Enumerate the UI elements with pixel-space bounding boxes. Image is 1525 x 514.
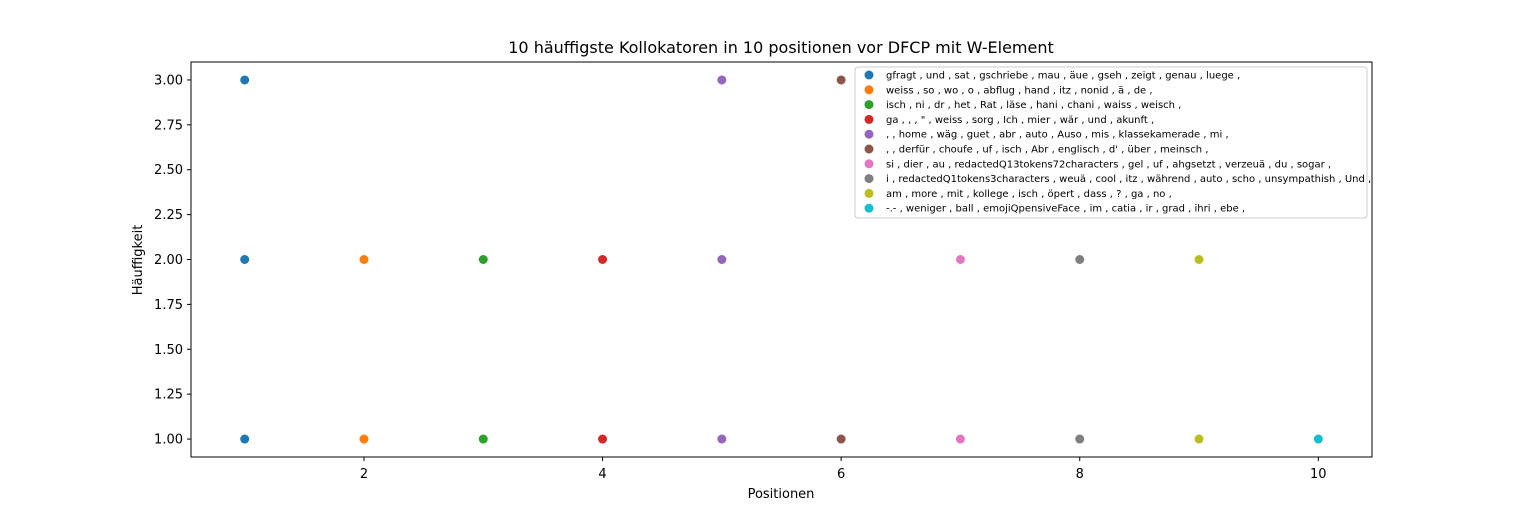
plot-area <box>240 75 1323 444</box>
x-tick-label: 6 <box>837 467 845 482</box>
data-point-series-2 <box>359 434 369 444</box>
legend-marker <box>864 144 874 154</box>
y-tick-label: 2.00 <box>154 253 183 268</box>
legend-label: -.- , weniger , ball , emojiQpensiveFace… <box>886 204 1245 215</box>
y-tick-label: 1.25 <box>154 388 183 403</box>
y-axis: 1.00 1.25 1.50 1.75 2.00 2.25 2.50 2.75 3.00 <box>154 73 191 448</box>
y-tick-label: 1.00 <box>154 433 183 448</box>
y-tick-label: 3.00 <box>154 73 183 88</box>
data-point-series-9 <box>1194 434 1204 444</box>
legend-marker <box>864 159 874 169</box>
data-point-series-10 <box>1313 434 1323 444</box>
data-point-series-5 <box>717 75 727 85</box>
y-tick-label: 2.75 <box>154 118 183 133</box>
legend-marker <box>864 174 874 184</box>
legend-label: , , home , wäg , guet , abr , auto , Aus… <box>886 130 1229 141</box>
legend-label: ga , , , " , weiss , sorg , Ich , mier ,… <box>886 115 1154 126</box>
data-point-series-6 <box>836 75 846 85</box>
legend-label: si , dier , au , redactedQ13tokens72char… <box>886 159 1331 170</box>
data-point-series-2 <box>359 255 369 264</box>
data-point-series-5 <box>717 434 727 444</box>
legend-label: isch , ni , dr , het , Rat , läse , hani… <box>886 100 1181 111</box>
legend-label: weiss , so , wo , o , abflug , hand , it… <box>886 85 1153 96</box>
y-tick-label: 2.25 <box>154 208 183 223</box>
data-point-series-1 <box>240 255 250 264</box>
data-point-series-8 <box>1075 255 1085 264</box>
x-axis-label: Positionen <box>748 487 815 502</box>
data-point-series-7 <box>955 434 965 444</box>
data-point-series-1 <box>240 434 250 444</box>
data-point-series-7 <box>955 255 965 264</box>
y-tick-label: 1.75 <box>154 298 183 313</box>
x-axis: 2 4 6 8 10 <box>360 457 1327 482</box>
legend-label: , , derfür , choufe , uf , isch , Abr , … <box>886 145 1208 156</box>
legend-marker <box>864 114 874 124</box>
y-tick-label: 2.50 <box>154 163 183 178</box>
legend: gfragt , und , sat , gschriebe , mau , ä… <box>854 66 1371 219</box>
legend-label: i , redactedQ1tokens3characters , weuä ,… <box>886 174 1371 185</box>
x-tick-label: 4 <box>598 467 606 482</box>
legend-marker <box>864 203 874 213</box>
legend-marker <box>864 129 874 139</box>
y-tick-label: 1.50 <box>154 343 183 358</box>
data-point-series-3 <box>478 255 488 264</box>
chart-title: 10 häuffigste Kollokatoren in 10 positio… <box>508 38 1054 57</box>
x-tick-label: 8 <box>1076 467 1084 482</box>
data-point-series-6 <box>836 434 846 444</box>
data-point-series-4 <box>598 255 608 264</box>
legend-marker <box>864 100 874 110</box>
legend-label: gfragt , und , sat , gschriebe , mau , ä… <box>886 71 1240 82</box>
data-point-series-1 <box>240 75 250 85</box>
legend-marker <box>864 188 874 198</box>
data-point-series-5 <box>717 255 727 264</box>
legend-marker <box>864 85 874 95</box>
data-point-series-8 <box>1075 434 1085 444</box>
legend-box <box>854 66 1368 219</box>
data-point-series-9 <box>1194 255 1204 264</box>
data-point-series-4 <box>598 434 608 444</box>
y-axis-label: Häuffigkeit <box>131 225 146 296</box>
x-tick-label: 10 <box>1310 467 1327 482</box>
data-point-series-3 <box>478 434 488 444</box>
legend-label: am , more , mit , kollege , isch , öpert… <box>886 189 1172 200</box>
legend-marker <box>864 70 874 80</box>
x-tick-label: 2 <box>360 467 368 482</box>
